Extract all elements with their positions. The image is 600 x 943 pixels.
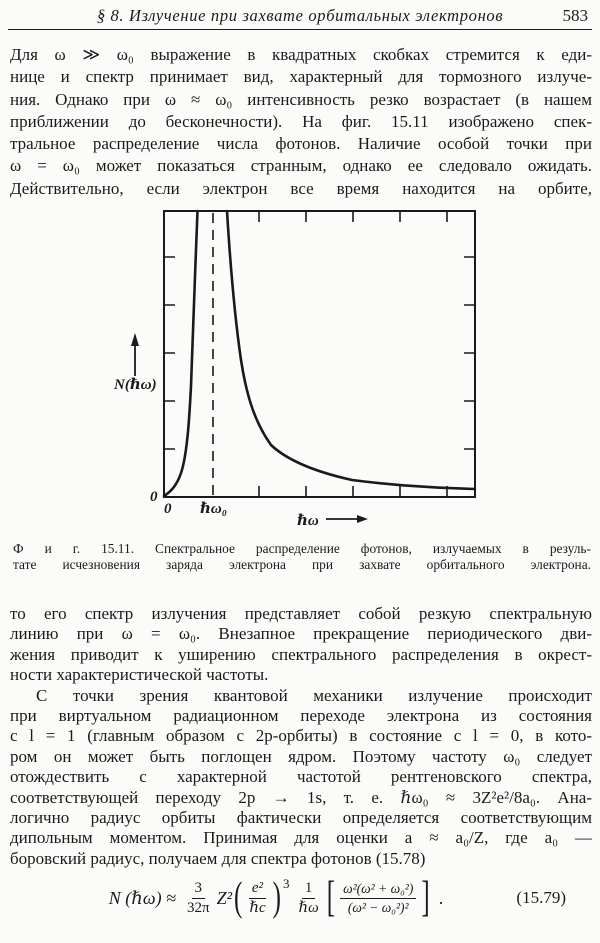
text-line: нице и спектр принимает вид, характерный… (10, 67, 592, 87)
text-line: дипольным моментом. Принимая для оценки … (10, 828, 592, 848)
text-line: С точки зрения квантовой механики излуче… (36, 685, 592, 705)
text-line: ния. Однако при ω ≈ ω₀ интенсивность рез… (10, 89, 592, 109)
paren-exponent: 3 (282, 876, 290, 891)
text-line: логично радиус орбиты фактически определ… (10, 808, 592, 828)
text-line: ω = ω₀ может показаться странным, однако… (10, 156, 592, 176)
fraction-3-32pi: 3 32π (186, 879, 210, 916)
close-paren: ) (272, 874, 281, 920)
section-title: § 8. Излучение при захвате орбитальных э… (96, 6, 504, 25)
equation-expression: N (ℏω) ≈ 3 32π Z² ( e² ℏc ) 3 1 ℏω [ ω²(… (10, 868, 590, 928)
z-squared-term: Z² (216, 887, 232, 908)
fraction-1-hw: 1 ℏω (298, 879, 319, 916)
equation-number: (15.79) (516, 888, 566, 907)
page-header: § 8. Излучение при захвате орбитальных э… (10, 6, 590, 28)
text-line: соответствующей переходу 2p → 1s, т. е. … (10, 787, 592, 807)
text-line: ром он может быть поглощен ядром. Поэтом… (10, 746, 592, 766)
equation-period: . (438, 887, 444, 908)
lower-text-block: то его спектр излучения представляет соб… (10, 604, 592, 869)
text-line: с l = 1 (главным образом с 2p-орбиты) в … (10, 726, 592, 746)
y-axis-arrowhead (131, 333, 139, 346)
spectrum-curve-right-branch (225, 209, 477, 491)
top-ticks (258, 212, 448, 222)
text-line: боровский радиус, получаем для спектра ф… (10, 848, 426, 868)
x0-tick-label: ℏω₀ (200, 501, 227, 517)
open-paren: ( (233, 874, 243, 920)
figure-caption: Ф и г. 15.11. Спектральное распределение… (13, 541, 591, 574)
paragraph-quantum: С точки зрения квантовой механики излуче… (10, 686, 592, 870)
fraction-e2-hc: e² ℏc (248, 879, 267, 916)
open-bracket: [ (326, 873, 336, 921)
text-line: тате исчезновения заряда электрона при з… (13, 557, 591, 573)
spectrum-curve-left-branch (162, 209, 199, 498)
text-line: то его спектр излучения представляет соб… (10, 604, 592, 623)
text-line: тральное распределение числа фотонов. На… (10, 134, 592, 154)
figure-15-11: N(ℏω) ℏω 0 0 ℏω₀ (113, 209, 477, 529)
text-line: жения приводит к уширению спектрального … (10, 644, 592, 664)
paragraph-after-figure: то его спектр излучения представляет соб… (10, 604, 592, 686)
x-origin-label: 0 (164, 501, 172, 517)
page-number: 583 (562, 6, 589, 25)
equation-15-79: N (ℏω) ≈ 3 32π Z² ( e² ℏc ) 3 1 ℏω [ ω²(… (10, 868, 590, 928)
text-line: Действительно, если электрон все время н… (10, 178, 592, 198)
text-line: приближении до бесконечности). На фиг. 1… (10, 111, 592, 131)
plot-frame (163, 210, 476, 498)
text-line: линию при ω = ω₀. Внезапное прекращение … (10, 624, 592, 644)
x-axis-arrowhead (357, 515, 368, 523)
right-ticks (464, 256, 474, 450)
close-bracket: ] (421, 873, 430, 921)
y-origin-label: 0 (150, 489, 158, 505)
left-ticks (165, 256, 175, 450)
x-axis-label: ℏω (297, 513, 319, 529)
paragraph-top: Для ω ≫ ω₀ выражение в квадратных скобка… (10, 44, 592, 200)
text-line: ности характеристической частоты. (10, 665, 269, 685)
bottom-ticks (258, 486, 448, 496)
fraction-omega: ω²(ω² + ω₀²) (ω² − ω₀²)² (340, 881, 417, 915)
text-line: при виртуальном радиационном переходе эл… (10, 706, 592, 726)
text-line: Для ω ≫ ω₀ выражение в квадратных скобка… (10, 45, 592, 64)
text-line: Ф и г. 15.11. Спектральное распределение… (13, 541, 591, 556)
equation-lhs: N (ℏω) ≈ (108, 887, 176, 908)
header-rule (8, 28, 592, 30)
y-axis-label: N(ℏω) (113, 377, 157, 393)
text-line: отождествить с характерной частотой рент… (10, 767, 592, 787)
